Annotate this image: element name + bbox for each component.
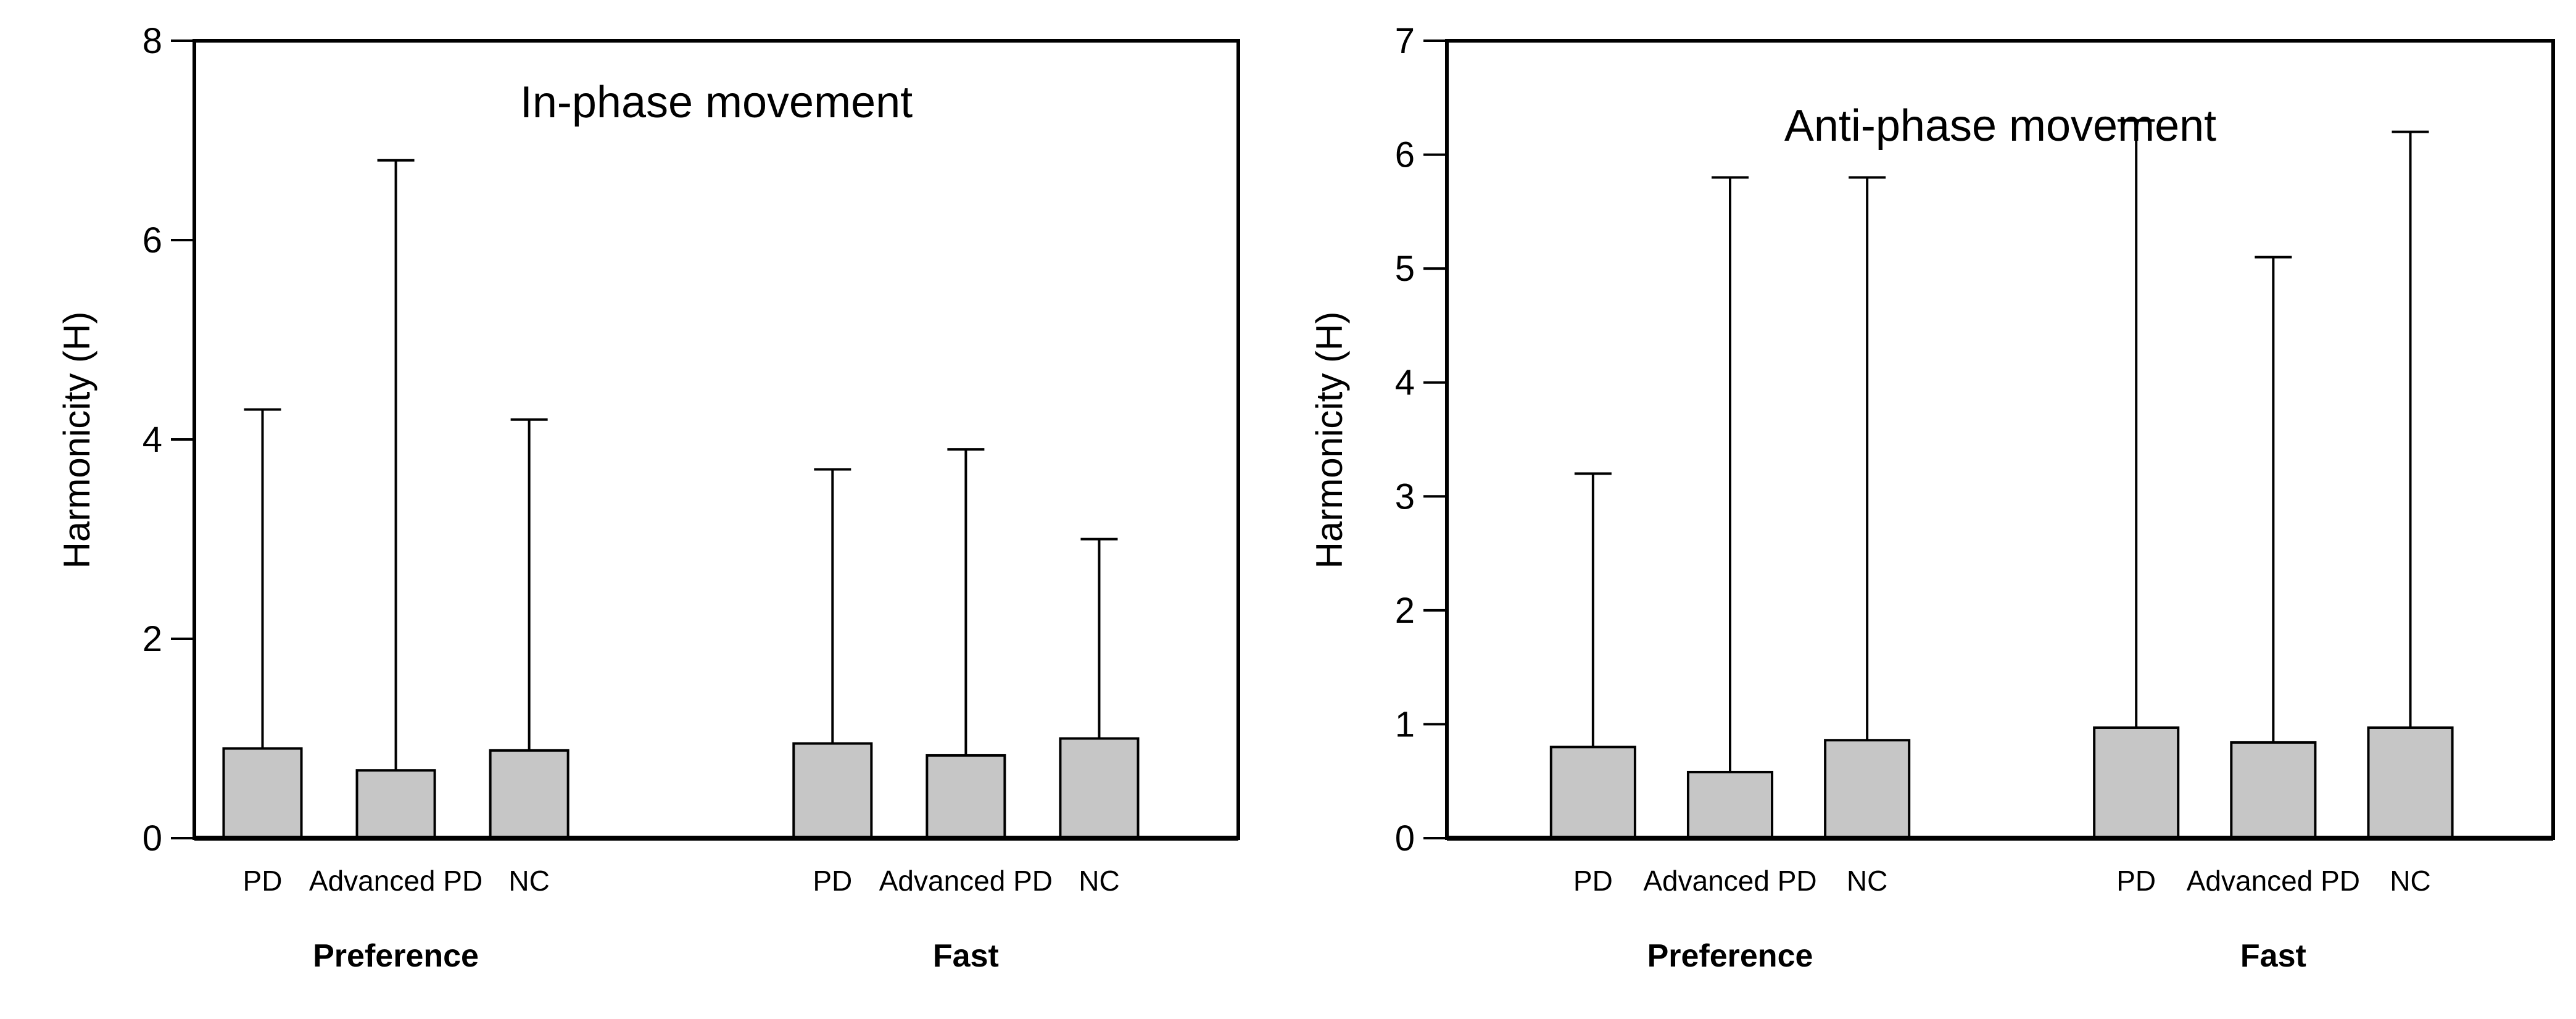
chart-inphase-title: In-phase movement: [520, 78, 913, 127]
category-label: Advanced PD: [309, 865, 482, 897]
bar-pd: [792, 742, 873, 839]
category-label: PD: [243, 865, 283, 897]
y-tick-label: 2: [143, 619, 162, 659]
chart-antiphase-y-axis-label: Harmonicity (H): [1309, 312, 1350, 569]
category-label: Advanced PD: [1643, 865, 1816, 897]
bar-pd: [2093, 726, 2180, 839]
y-tick-label: 3: [1395, 476, 1415, 517]
chart-antiphase-title: Anti-phase movement: [1784, 101, 2216, 151]
group-label: Preference: [1647, 938, 1813, 974]
category-label: NC: [2390, 865, 2430, 897]
y-tick-label: 5: [1395, 249, 1415, 289]
y-tick-label: 2: [1395, 591, 1415, 631]
category-label: PD: [1573, 865, 1613, 897]
group-label: Fast: [2240, 938, 2306, 974]
bar-nc: [1824, 739, 1911, 839]
bar-advanced-pd: [926, 754, 1006, 839]
chart-antiphase-plot: 0 1 2 3 4 5 6 7 PD Advanced PD NC Preference PD Advan…: [1395, 21, 2555, 974]
bar-nc: [489, 749, 569, 839]
y-tick-label: 8: [143, 21, 162, 61]
y-tick-label: 7: [1395, 21, 1415, 61]
y-tick-label: 4: [143, 420, 162, 460]
category-label: PD: [813, 865, 852, 897]
category-label: NC: [508, 865, 549, 897]
category-label: Advanced PD: [879, 865, 1053, 897]
category-label: PD: [2116, 865, 2156, 897]
category-label: NC: [1079, 865, 1119, 897]
bar-advanced-pd: [2230, 741, 2317, 839]
plot-frame: [193, 39, 1240, 840]
group-label: Preference: [313, 938, 479, 974]
y-tick-label: 0: [143, 818, 162, 859]
category-label: NC: [1847, 865, 1887, 897]
category-label: Advanced PD: [2187, 865, 2360, 897]
group-label: Fast: [933, 938, 999, 974]
plot-frame: [1445, 39, 2555, 840]
bar-advanced-pd: [1686, 770, 1774, 840]
bar-pd: [222, 747, 303, 840]
chart-inphase-y-axis-label: Harmonicity (H): [56, 312, 97, 569]
bar-nc: [1059, 737, 1140, 839]
bar-pd: [1549, 746, 1636, 840]
y-tick-label: 6: [143, 220, 162, 260]
y-tick-label: 4: [1395, 363, 1415, 403]
y-tick-label: 1: [1395, 704, 1415, 744]
y-tick-label: 0: [1395, 818, 1415, 859]
bar-advanced-pd: [355, 769, 436, 840]
y-tick-label: 6: [1395, 135, 1415, 175]
chart-inphase-plot: 0 2 4 6 8 PD Advanced PD NC Preference PD Advanced…: [143, 21, 1240, 974]
bar-nc: [2367, 726, 2454, 839]
